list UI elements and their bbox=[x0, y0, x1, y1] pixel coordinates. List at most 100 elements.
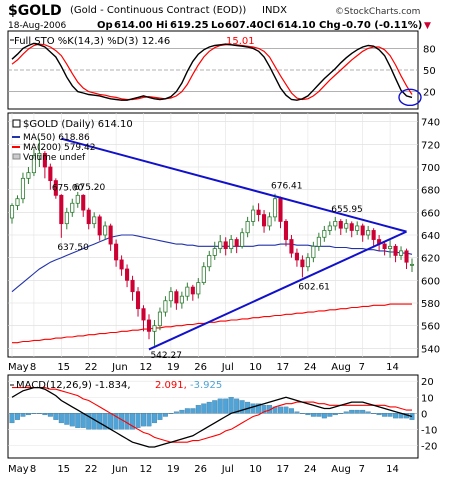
macd-histogram-bar bbox=[223, 398, 229, 414]
macd-histogram-bar bbox=[119, 413, 125, 430]
candle-body bbox=[86, 209, 91, 225]
macd-histogram-bar bbox=[217, 398, 223, 414]
price-ytick: 700 bbox=[421, 163, 440, 174]
macd-histogram-bar bbox=[151, 413, 157, 424]
candle bbox=[393, 244, 398, 263]
candle-body bbox=[278, 198, 283, 222]
macd-x-tick-label: 12 bbox=[140, 464, 153, 475]
candle-body bbox=[327, 225, 332, 231]
chg-label: Chg bbox=[319, 20, 341, 31]
candle-body bbox=[185, 286, 190, 297]
macd-x-tick-label: Jul bbox=[221, 464, 234, 475]
candle bbox=[360, 223, 365, 242]
macd-ytick: 0 bbox=[421, 409, 427, 420]
macd-ytick: -10 bbox=[421, 425, 437, 436]
macd-histogram-bar bbox=[239, 400, 245, 414]
candle bbox=[114, 239, 119, 267]
candle bbox=[64, 207, 69, 230]
candle-body bbox=[31, 155, 36, 174]
candle-body bbox=[366, 230, 371, 236]
macd-histogram-bar bbox=[288, 408, 294, 414]
candle-body bbox=[37, 152, 42, 157]
macd-histogram-bar bbox=[382, 413, 388, 417]
candle bbox=[157, 307, 162, 331]
candle-body bbox=[174, 291, 179, 304]
x-tick-label: 10 bbox=[249, 362, 262, 373]
candle-body bbox=[201, 266, 206, 284]
candle-body bbox=[229, 239, 234, 250]
price-ytick: 680 bbox=[421, 186, 440, 197]
candle-body bbox=[114, 243, 119, 261]
candle-body bbox=[97, 216, 102, 236]
candle bbox=[316, 232, 321, 251]
macd-histogram-bar bbox=[184, 408, 190, 414]
price-annotation: 637.50 bbox=[57, 243, 89, 253]
candle bbox=[404, 248, 409, 269]
candle bbox=[168, 287, 173, 308]
candle bbox=[289, 235, 294, 258]
macd-histogram-bar bbox=[9, 413, 15, 424]
candle-body bbox=[355, 225, 360, 231]
sto-ytick: 50 bbox=[423, 66, 436, 77]
candle bbox=[388, 239, 393, 258]
macd-ytick: 10 bbox=[421, 393, 434, 404]
candle-body bbox=[108, 225, 113, 245]
candle-body bbox=[256, 209, 261, 215]
candle bbox=[190, 284, 195, 301]
candle-body bbox=[360, 225, 365, 236]
price-annotation: 655.95 bbox=[331, 205, 363, 215]
macd-histogram-bar bbox=[47, 413, 53, 417]
candle-body bbox=[168, 291, 173, 302]
candle bbox=[207, 250, 212, 272]
candle-body bbox=[15, 198, 20, 206]
candle-body bbox=[125, 268, 130, 281]
candle-body bbox=[322, 230, 327, 238]
candle bbox=[300, 255, 305, 278]
candle bbox=[223, 237, 228, 256]
macd-histogram-bar bbox=[371, 413, 377, 414]
candle-body bbox=[223, 241, 228, 250]
candle-body bbox=[152, 325, 157, 332]
candle bbox=[262, 210, 267, 233]
trendline-0 bbox=[61, 137, 407, 233]
candle bbox=[31, 148, 36, 177]
macd-histogram-bar bbox=[343, 411, 349, 414]
macd-histogram-bar bbox=[20, 413, 26, 417]
macd-histogram-bar bbox=[212, 400, 218, 414]
candle bbox=[256, 203, 261, 222]
candle-body bbox=[70, 202, 75, 213]
macd-histogram-bar bbox=[113, 413, 119, 430]
candle-body bbox=[344, 223, 349, 229]
candle bbox=[201, 262, 206, 285]
lo-value: 607.40 bbox=[225, 20, 264, 31]
macd-histogram-bar bbox=[365, 411, 371, 414]
candle-body bbox=[404, 250, 409, 263]
candle bbox=[20, 172, 26, 204]
candle-body bbox=[333, 220, 338, 227]
x-tick-label: Jun bbox=[111, 362, 128, 373]
macd-legend-title: MACD(12,26,9) -1.834, bbox=[16, 380, 131, 391]
candle-body bbox=[245, 220, 250, 234]
macd-x-tick-label: Jun bbox=[111, 464, 128, 475]
candle bbox=[398, 246, 404, 260]
candle-body bbox=[316, 236, 321, 247]
price-legend-symbol: $GOLD (Daily) 614.10 bbox=[23, 119, 133, 130]
candle bbox=[125, 264, 130, 288]
candle bbox=[26, 167, 31, 184]
candle-body bbox=[103, 225, 108, 236]
candle-body bbox=[251, 209, 256, 222]
candle bbox=[135, 287, 141, 317]
macd-histogram-bar bbox=[86, 413, 92, 430]
symbol-description: (Gold - Continuous Contract (EOD)) bbox=[70, 5, 246, 16]
sto-d-line bbox=[11, 43, 413, 101]
candle-body bbox=[190, 286, 195, 295]
candle bbox=[382, 241, 387, 256]
macd-histogram-bar bbox=[15, 413, 20, 420]
candle bbox=[163, 296, 168, 317]
candle-body bbox=[283, 220, 289, 240]
macd-histogram-bar bbox=[102, 413, 108, 430]
macd-histogram-bar bbox=[162, 413, 168, 417]
candle bbox=[267, 212, 272, 231]
candle bbox=[409, 258, 415, 272]
